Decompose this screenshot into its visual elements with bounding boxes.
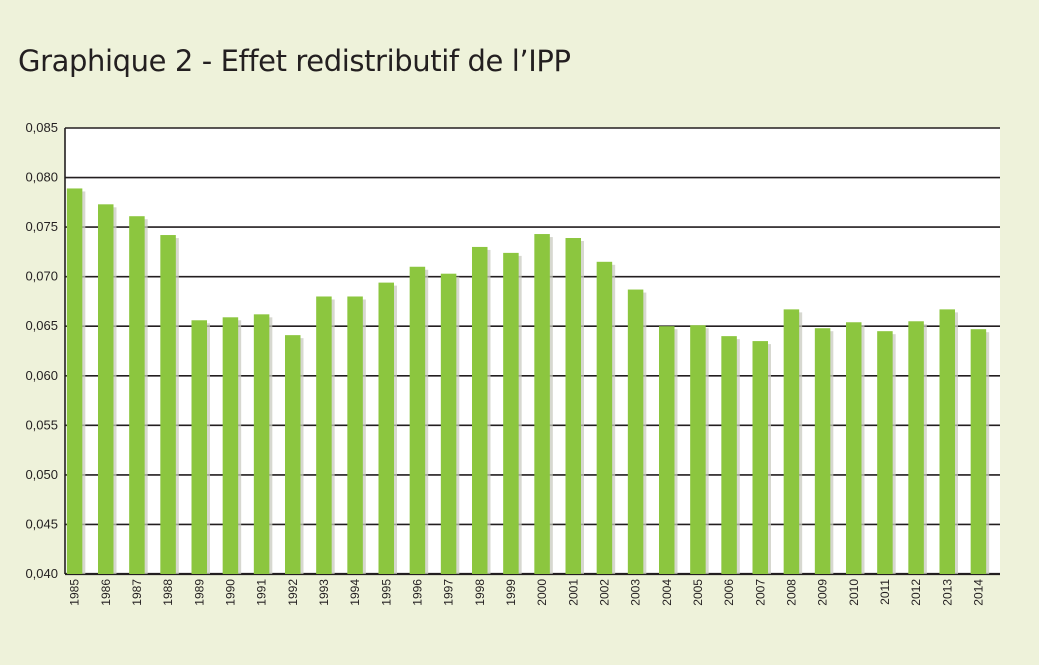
y-tick-label: 0,080 — [25, 170, 58, 185]
y-tick-label: 0,070 — [25, 269, 58, 284]
x-tick-labels: 1985 1986 1987 1988 1989 1990 1991 1992 1993 1994… — [68, 579, 986, 606]
x-tick-label: 2003 — [629, 579, 643, 606]
bar — [783, 309, 800, 574]
bar — [970, 329, 987, 574]
bar — [347, 296, 363, 574]
bar — [721, 336, 737, 574]
bar — [939, 309, 955, 574]
bars — [66, 188, 990, 575]
y-tick-labels: 0,040 0,045 0,050 0,055 0,060 0,065 0,070 0,075… — [25, 120, 58, 581]
bar — [503, 252, 519, 574]
x-tick-label: 2007 — [753, 579, 767, 606]
x-tick-label: 1985 — [68, 579, 82, 606]
y-tick-label: 0,055 — [25, 417, 58, 432]
y-tick-label: 0,060 — [25, 368, 58, 383]
y-tick-label: 0,085 — [25, 120, 58, 135]
bar — [160, 235, 176, 575]
x-tick-label: 1999 — [504, 579, 518, 606]
y-tick-label: 0,075 — [25, 219, 58, 234]
bar — [129, 216, 145, 574]
bar — [409, 266, 426, 574]
x-tick-label: 1995 — [379, 579, 393, 606]
bar — [66, 188, 83, 575]
bar — [565, 238, 581, 574]
bar — [440, 273, 457, 574]
y-tick-label: 0,050 — [25, 467, 58, 482]
x-tick-label: 1997 — [442, 579, 456, 606]
bar — [596, 261, 613, 574]
bar — [690, 325, 706, 574]
x-tick-label: 2013 — [940, 579, 954, 606]
x-tick-label: 2005 — [691, 579, 705, 606]
x-tick-label: 2008 — [784, 579, 798, 606]
x-tick-label: 2010 — [847, 579, 861, 606]
x-tick-label: 2002 — [597, 579, 611, 606]
x-tick-label: 2014 — [971, 579, 985, 606]
bar — [98, 204, 114, 574]
x-tick-label: 1988 — [161, 579, 175, 606]
bar — [316, 296, 332, 574]
x-tick-label: 1992 — [286, 579, 300, 606]
x-tick-label: 2001 — [566, 579, 580, 606]
gridlines — [65, 127, 1000, 576]
bar — [814, 328, 831, 574]
x-tick-label: 2006 — [722, 579, 736, 606]
x-tick-label: 1989 — [192, 579, 206, 606]
x-tick-label: 1996 — [410, 579, 424, 606]
bar — [908, 321, 924, 574]
bar — [191, 320, 207, 574]
y-tick-label: 0,040 — [25, 566, 58, 581]
bar — [472, 246, 488, 574]
x-tick-label: 1986 — [99, 579, 113, 606]
x-tick-label: 1994 — [348, 579, 362, 606]
x-tick-label: 2004 — [660, 579, 674, 606]
plot-area — [65, 128, 1000, 574]
x-tick-label: 1993 — [317, 579, 331, 606]
x-tick-label: 2009 — [816, 579, 830, 606]
x-tick-label: 1998 — [473, 579, 487, 606]
bar — [378, 282, 394, 574]
y-tick-label: 0,045 — [25, 516, 58, 531]
x-tick-label: 1987 — [130, 579, 144, 606]
bar — [253, 314, 270, 574]
bar — [222, 317, 239, 574]
bar — [627, 289, 644, 574]
x-tick-label: 2012 — [909, 579, 923, 606]
bar — [285, 335, 301, 574]
y-tick-label: 0,065 — [25, 318, 58, 333]
x-tick-label: 1990 — [223, 579, 237, 606]
bar — [877, 331, 893, 574]
bar — [659, 326, 675, 574]
chart-title: Graphique 2 - Effet redistributif de l’I… — [18, 44, 571, 78]
x-tick-label: 2011 — [878, 579, 892, 605]
bar — [534, 234, 550, 574]
bar — [752, 341, 768, 574]
x-tick-label: 1991 — [255, 579, 269, 606]
bar — [846, 322, 862, 574]
x-tick-label: 2000 — [535, 579, 549, 606]
